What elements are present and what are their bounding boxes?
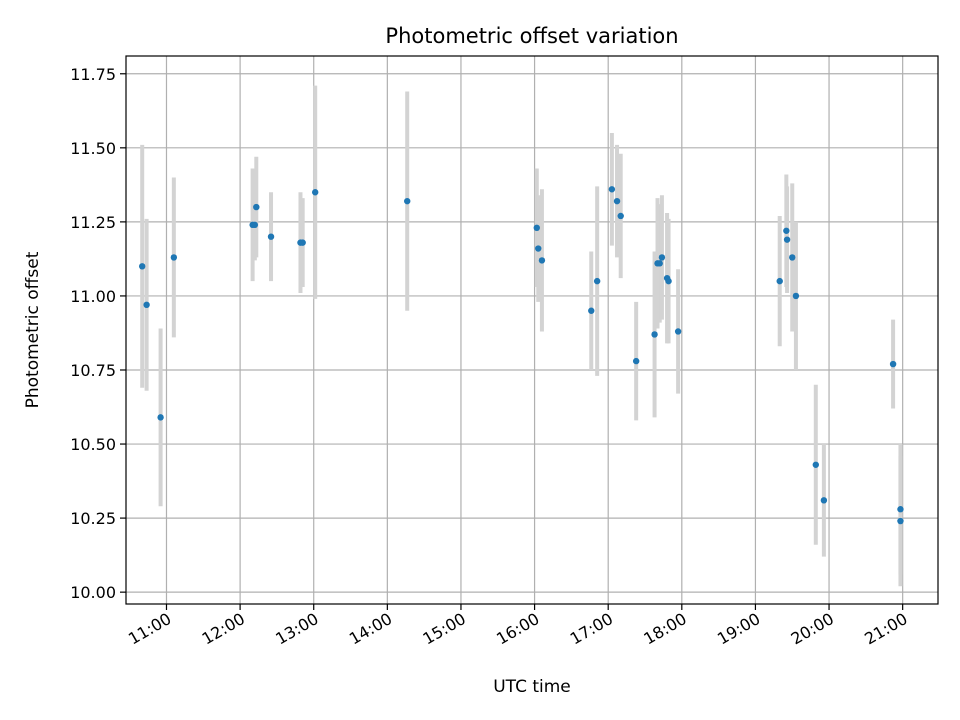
data-points (138, 186, 904, 525)
data-point (311, 189, 319, 196)
data-point (658, 254, 666, 261)
y-tick-label: 10.25 (70, 509, 116, 528)
data-point (253, 203, 260, 211)
data-point (404, 197, 411, 205)
data-point (783, 236, 791, 243)
plot-frame (125, 55, 939, 605)
y-tick-label: 10.75 (70, 361, 116, 380)
y-tick-label: 10.00 (70, 583, 116, 602)
data-point (533, 224, 540, 232)
x-axis-title: UTC time (493, 677, 571, 697)
y-tick-label: 11.75 (70, 65, 116, 84)
data-point (651, 331, 658, 338)
data-point (157, 414, 164, 421)
data-point (299, 239, 306, 246)
y-tick-label: 11.00 (70, 287, 116, 306)
data-point (170, 254, 178, 261)
data-point (783, 227, 790, 234)
data-point (143, 301, 150, 309)
data-point (538, 257, 546, 264)
data-point (812, 461, 819, 468)
data-point (889, 360, 897, 368)
data-point (138, 263, 146, 270)
data-point (792, 292, 800, 300)
data-point (535, 245, 542, 252)
data-point (776, 277, 783, 285)
data-point (588, 307, 595, 314)
chart-title: Photometric offset variation (385, 24, 678, 48)
data-point (632, 357, 640, 365)
data-point (665, 277, 672, 285)
data-point (656, 260, 663, 267)
data-point (251, 221, 259, 229)
y-tick-label: 11.50 (70, 139, 116, 158)
data-point (617, 212, 624, 220)
data-point (789, 254, 796, 261)
y-axis-ticks: 10.00 10.25 10.50 10.75 11.00 11.25 11.50 11.75 (70, 65, 126, 602)
data-point (613, 197, 621, 205)
data-point (608, 186, 616, 193)
data-point (897, 506, 904, 513)
y-axis-title: Photometric offset (23, 251, 43, 408)
data-point (593, 277, 601, 285)
data-point (267, 233, 275, 240)
y-tick-label: 11.25 (70, 213, 116, 232)
data-point (674, 328, 682, 335)
data-point (897, 517, 904, 525)
y-tick-label: 10.50 (70, 435, 116, 454)
data-point (820, 497, 828, 504)
